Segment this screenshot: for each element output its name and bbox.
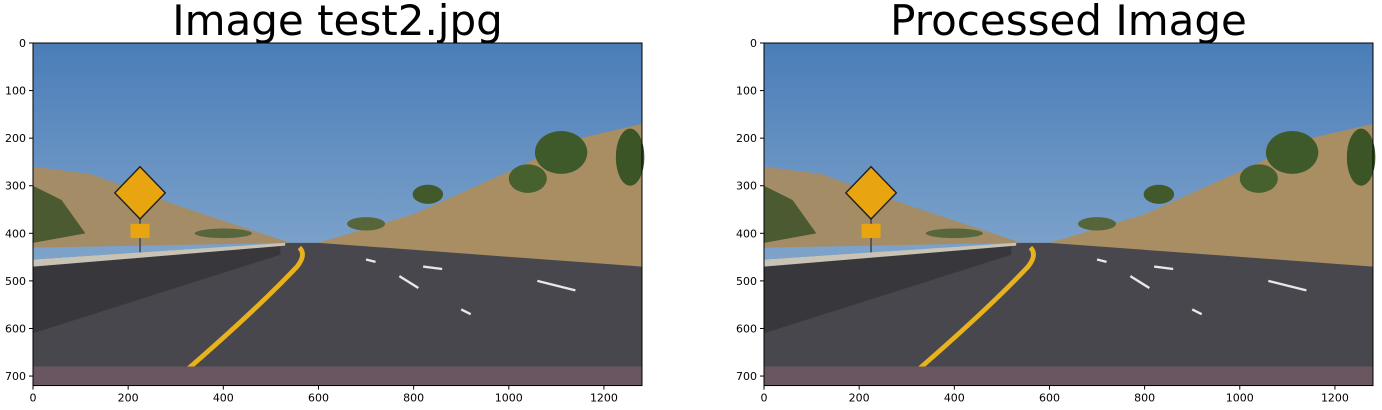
x-tick-label: 800	[403, 392, 424, 405]
x-tick-label: 800	[1134, 392, 1155, 405]
x-tick-label: 400	[944, 392, 965, 405]
y-tick-label: 200	[5, 132, 26, 145]
y-tick-label: 0	[19, 37, 26, 50]
x-tick-label: 1000	[1226, 392, 1254, 405]
x-tick-label: 200	[118, 392, 139, 405]
x-tick-label: 1000	[495, 392, 523, 405]
y-tick-label: 100	[736, 85, 757, 98]
image	[33, 43, 644, 386]
y-tick-label: 400	[5, 227, 26, 240]
y-tick-label: 700	[5, 370, 26, 383]
y-tick-label: 300	[736, 180, 757, 193]
image	[764, 43, 1375, 386]
x-tick-label: 0	[30, 392, 37, 405]
x-tick-label: 400	[213, 392, 234, 405]
y-tick-label: 500	[5, 275, 26, 288]
y-tick-label: 300	[5, 180, 26, 193]
x-tick-label: 0	[761, 392, 768, 405]
x-tick-label: 600	[308, 392, 329, 405]
y-tick-label: 100	[5, 85, 26, 98]
y-tick-label: 500	[736, 275, 757, 288]
y-tick-label: 200	[736, 132, 757, 145]
x-tick-label: 600	[1039, 392, 1060, 405]
x-tick-label: 200	[849, 392, 870, 405]
y-tick-label: 0	[750, 37, 757, 50]
x-tick-label: 1200	[1321, 392, 1349, 405]
chart-title: Image test2.jpg	[172, 0, 503, 45]
axes-frame	[763, 42, 1374, 387]
chart-title: Processed Image	[890, 0, 1247, 45]
axes-frame	[32, 42, 643, 387]
y-tick-label: 600	[736, 322, 757, 335]
y-tick-label: 400	[736, 227, 757, 240]
y-tick-label: 600	[5, 322, 26, 335]
x-tick-label: 1200	[590, 392, 618, 405]
y-tick-label: 700	[736, 370, 757, 383]
